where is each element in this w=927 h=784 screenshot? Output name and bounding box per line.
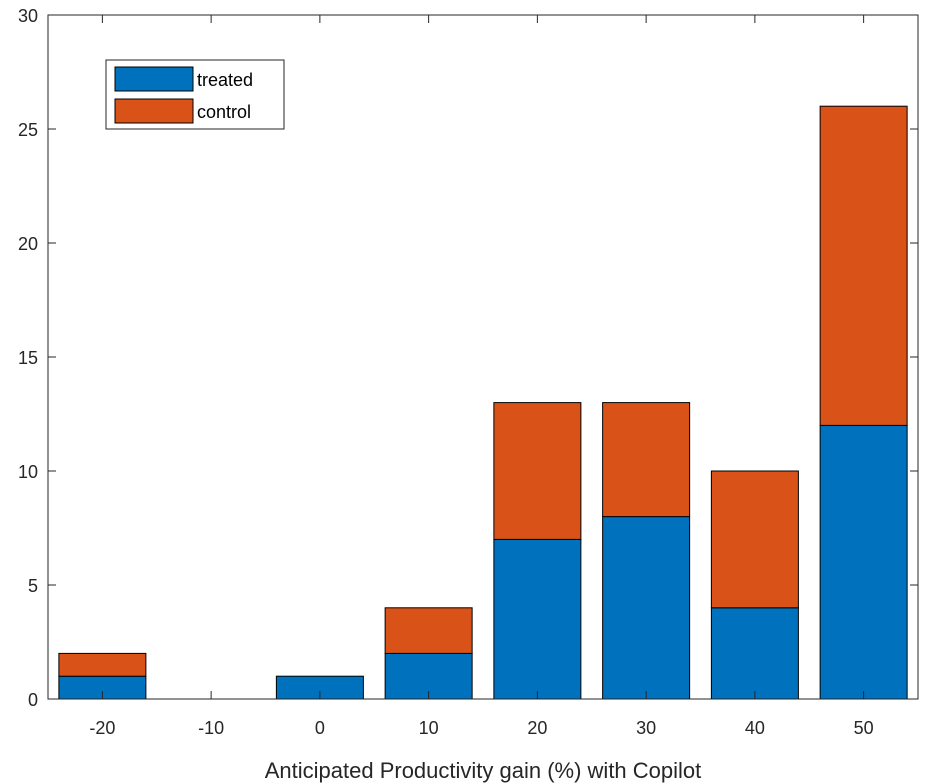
x-axis-title: Anticipated Productivity gain (%) with C…	[265, 758, 702, 783]
y-tick-label: 30	[18, 6, 38, 26]
x-tick-label: 10	[419, 718, 439, 738]
bar-treated-50	[819, 424, 908, 700]
bar-control--20	[58, 652, 147, 677]
bar-control-20	[493, 402, 582, 540]
y-tick-label: 15	[18, 348, 38, 368]
legend-swatch-treated	[114, 66, 194, 92]
x-tick-label: 30	[636, 718, 656, 738]
y-tick-label: 25	[18, 120, 38, 140]
bar-control-10	[384, 607, 473, 654]
x-tick-label: -20	[89, 718, 115, 738]
x-tick-label: 50	[854, 718, 874, 738]
y-tick-label: 10	[18, 462, 38, 482]
x-tick-label: -10	[198, 718, 224, 738]
legend-swatch-control	[114, 98, 194, 124]
bar-treated-40	[710, 607, 799, 700]
bar-treated-20	[493, 538, 582, 700]
bar-treated-30	[602, 516, 691, 700]
legend-label-control: control	[197, 102, 251, 122]
legend-label-treated: treated	[197, 70, 253, 90]
x-tick-label: 20	[527, 718, 547, 738]
y-tick-label: 5	[28, 576, 38, 596]
bar-control-50	[819, 105, 908, 426]
tick-labels-layer: -20 -10 0 10 20 30 40 50 0 5 10 15 20 25 30	[18, 6, 874, 738]
y-tick-label: 0	[28, 690, 38, 710]
x-tick-label: 40	[745, 718, 765, 738]
x-tick-label: 0	[315, 718, 325, 738]
legend: treated control	[105, 59, 285, 130]
bar-control-30	[602, 402, 691, 518]
y-tick-label: 20	[18, 234, 38, 254]
bar-control-40	[710, 470, 799, 609]
plot-frame	[47, 14, 919, 700]
